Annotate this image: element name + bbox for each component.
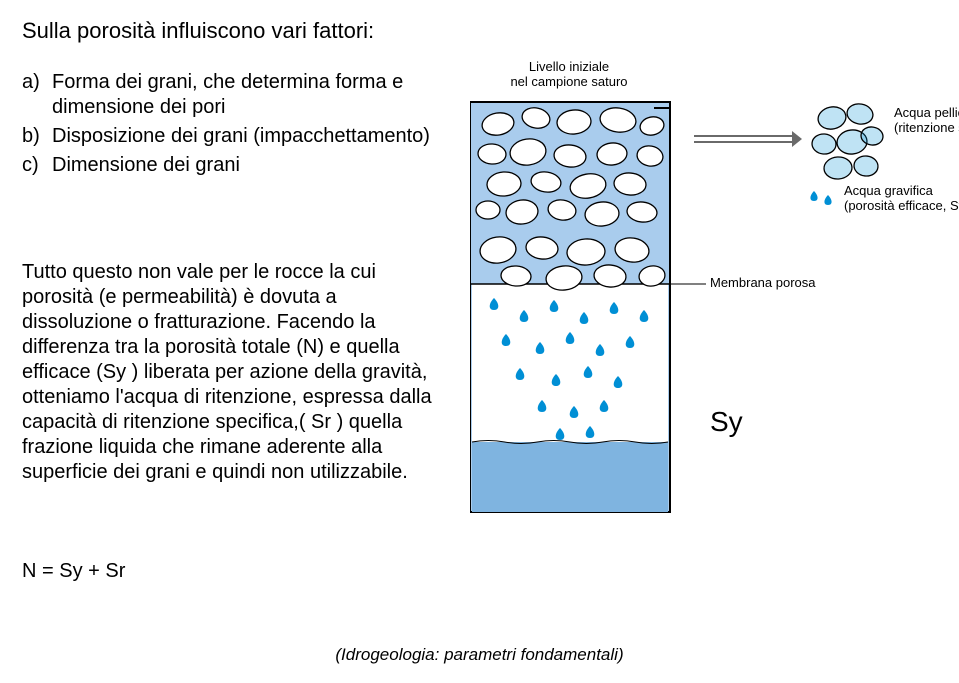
porosity-diagram: Livello iniziale nel campione saturo Acq… [470, 60, 940, 540]
body-paragraph: Tutto questo non vale per le rocce la cu… [22, 260, 442, 485]
label-initial-level: Livello iniziale nel campione saturo [494, 60, 644, 90]
footer-caption: (Idrogeologia: parametri fondamentali) [0, 645, 959, 665]
list-key: a) [22, 70, 52, 120]
label-sy: Sy [710, 406, 743, 438]
list-text: Dimensione dei grani [52, 153, 442, 178]
label-gravifica: Acqua gravifica (porosità efficace, Sy) [844, 184, 959, 214]
label-line: nel campione saturo [510, 74, 627, 89]
label-line: Sy [710, 406, 743, 437]
label-line: Acqua gravifica [844, 183, 933, 198]
list-text: Forma dei grani, che determina forma e d… [52, 70, 442, 120]
diagram-svg [470, 60, 940, 540]
label-line: (porosità efficace, Sy) [844, 198, 959, 213]
list-key: c) [22, 153, 52, 178]
formula: N = Sy + Sr [22, 560, 125, 583]
label-line: Livello iniziale [529, 59, 609, 74]
label-membrana: Membrana porosa [710, 276, 870, 291]
factors-list: a) Forma dei grani, che determina forma … [22, 70, 442, 182]
label-line: (ritenzione specifica, Sr) [894, 120, 959, 135]
list-key: b) [22, 124, 52, 149]
list-item: c) Dimensione dei grani [22, 153, 442, 178]
list-item: a) Forma dei grani, che determina forma … [22, 70, 442, 120]
list-text: Disposizione dei grani (impacchettamento… [52, 124, 442, 149]
list-item: b) Disposizione dei grani (impacchettame… [22, 124, 442, 149]
label-line: Acqua pellicolare [894, 105, 959, 120]
page-title: Sulla porosità influiscono vari fattori: [22, 18, 374, 44]
label-line: Membrana porosa [710, 275, 816, 290]
label-pellicolare: Acqua pellicolare (ritenzione specifica,… [894, 106, 959, 136]
